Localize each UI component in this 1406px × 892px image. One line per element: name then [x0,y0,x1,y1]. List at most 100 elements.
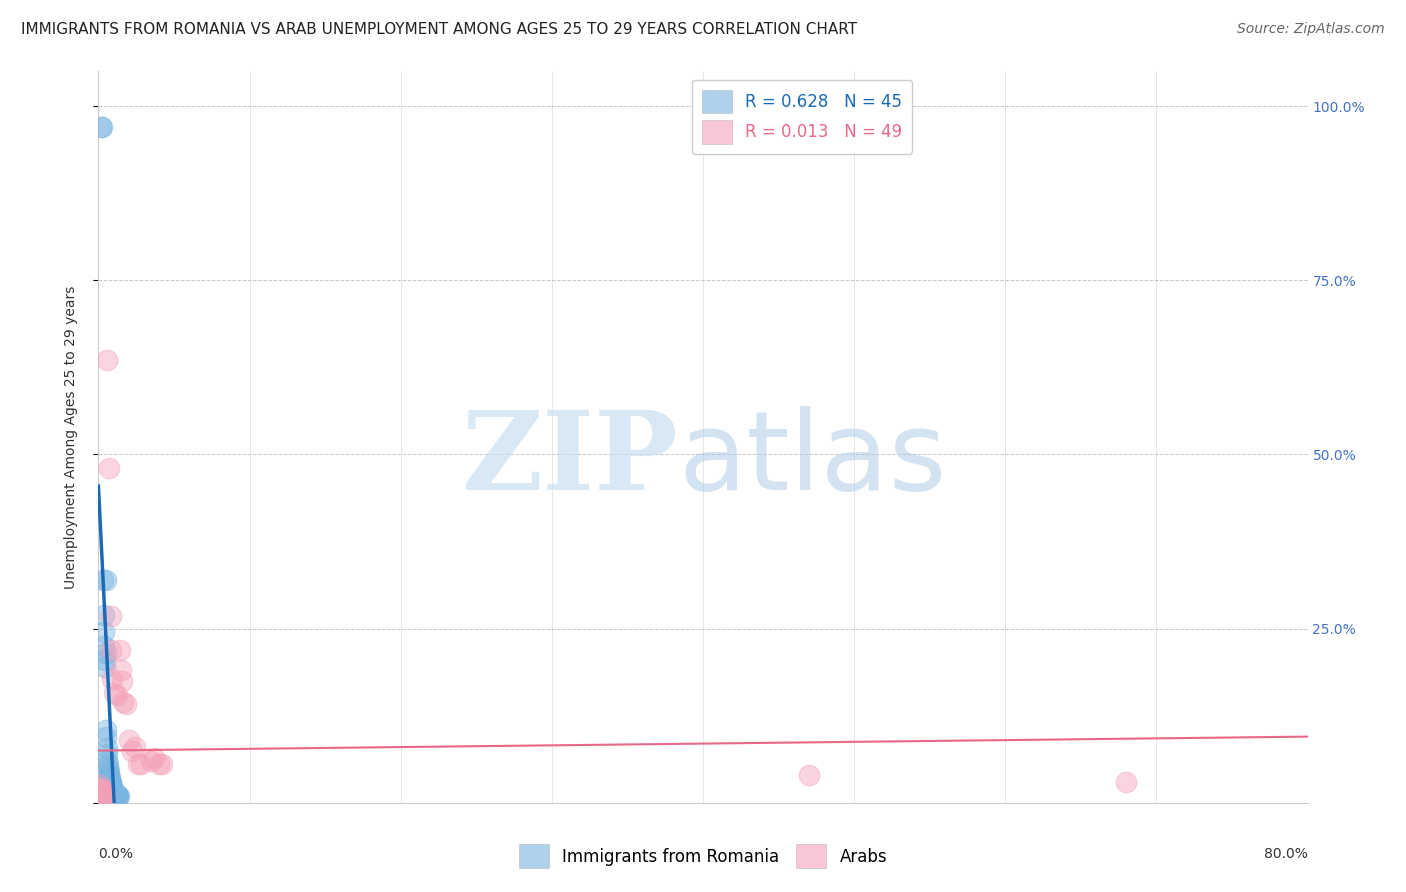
Point [94,653,117,667]
Text: IMMIGRANTS FROM ROMANIA VS ARAB UNEMPLOYMENT AMONG AGES 25 TO 29 YEARS CORRELATI: IMMIGRANTS FROM ROMANIA VS ARAB UNEMPLOY… [21,22,858,37]
Point [93,789,115,803]
Point [127,757,149,772]
Point [97,461,120,475]
Point [108,789,131,803]
Point [91,573,114,587]
Point [91,789,114,803]
Point [103,686,125,700]
Point [105,788,128,802]
Y-axis label: Unemployment Among Ages 25 to 29 years: Unemployment Among Ages 25 to 29 years [63,285,77,589]
Point [121,743,143,757]
Point [108,642,131,657]
Point [91,789,114,803]
Point [90,788,112,802]
Point [93,639,115,653]
Point [91,789,114,803]
Point [90,120,112,134]
Point [94,723,117,737]
Point [150,757,173,772]
Point [89,781,111,796]
Point [110,664,132,678]
Point [91,788,114,802]
Point [93,789,115,803]
Point [93,789,115,803]
Point [91,789,114,803]
Point [90,785,112,799]
Point [93,625,115,640]
Point [98,772,121,786]
Point [97,764,120,779]
Point [105,688,128,702]
Point [100,642,122,657]
Point [90,785,112,799]
Text: ZIP: ZIP [463,406,679,513]
Point [96,741,118,756]
Legend: Immigrants from Romania, Arabs: Immigrants from Romania, Arabs [512,838,894,875]
Point [90,785,112,799]
Point [90,781,112,796]
Point [96,754,118,768]
Point [103,785,125,799]
Point [105,788,128,802]
Point [97,761,120,775]
Point [104,786,127,800]
Point [143,750,166,764]
Point [1115,775,1137,789]
Point [89,789,111,803]
Point [129,757,152,772]
Point [114,697,136,711]
Point [89,778,111,792]
Point [107,789,129,803]
Point [93,790,115,805]
Point [101,781,124,796]
Point [96,353,118,368]
Point [103,785,125,799]
Point [104,787,127,801]
Point [104,787,127,801]
Point [94,646,117,660]
Point [94,789,117,803]
Point [107,789,129,803]
Point [100,775,122,789]
Point [91,785,114,799]
Point [91,789,114,803]
Point [105,788,128,802]
Point [101,782,124,797]
Legend: R = 0.628   N = 45, R = 0.013   N = 49: R = 0.628 N = 45, R = 0.013 N = 49 [692,79,912,153]
Point [103,786,125,800]
Point [100,780,122,795]
Point [89,781,111,796]
Text: 80.0%: 80.0% [1264,847,1308,861]
Text: 0.0%: 0.0% [98,847,134,861]
Point [93,607,115,622]
Point [93,789,115,803]
Point [100,609,122,624]
Point [90,789,112,803]
Point [148,757,170,772]
Point [94,573,117,587]
Point [101,672,124,686]
Point [96,730,118,744]
Point [111,695,134,709]
Point [104,788,127,802]
Point [105,788,128,802]
Point [90,120,112,134]
Point [98,769,121,783]
Point [101,783,124,797]
Point [797,768,820,782]
Point [97,757,120,772]
Point [100,776,122,790]
Point [98,773,121,788]
Point [96,747,118,761]
Point [89,785,111,799]
Point [100,778,122,792]
Point [94,789,117,803]
Text: Source: ZipAtlas.com: Source: ZipAtlas.com [1237,22,1385,37]
Point [103,784,125,798]
Point [98,768,121,782]
Point [124,740,146,755]
Point [118,733,141,747]
Text: atlas: atlas [679,406,948,513]
Point [111,673,134,688]
Point [90,783,112,797]
